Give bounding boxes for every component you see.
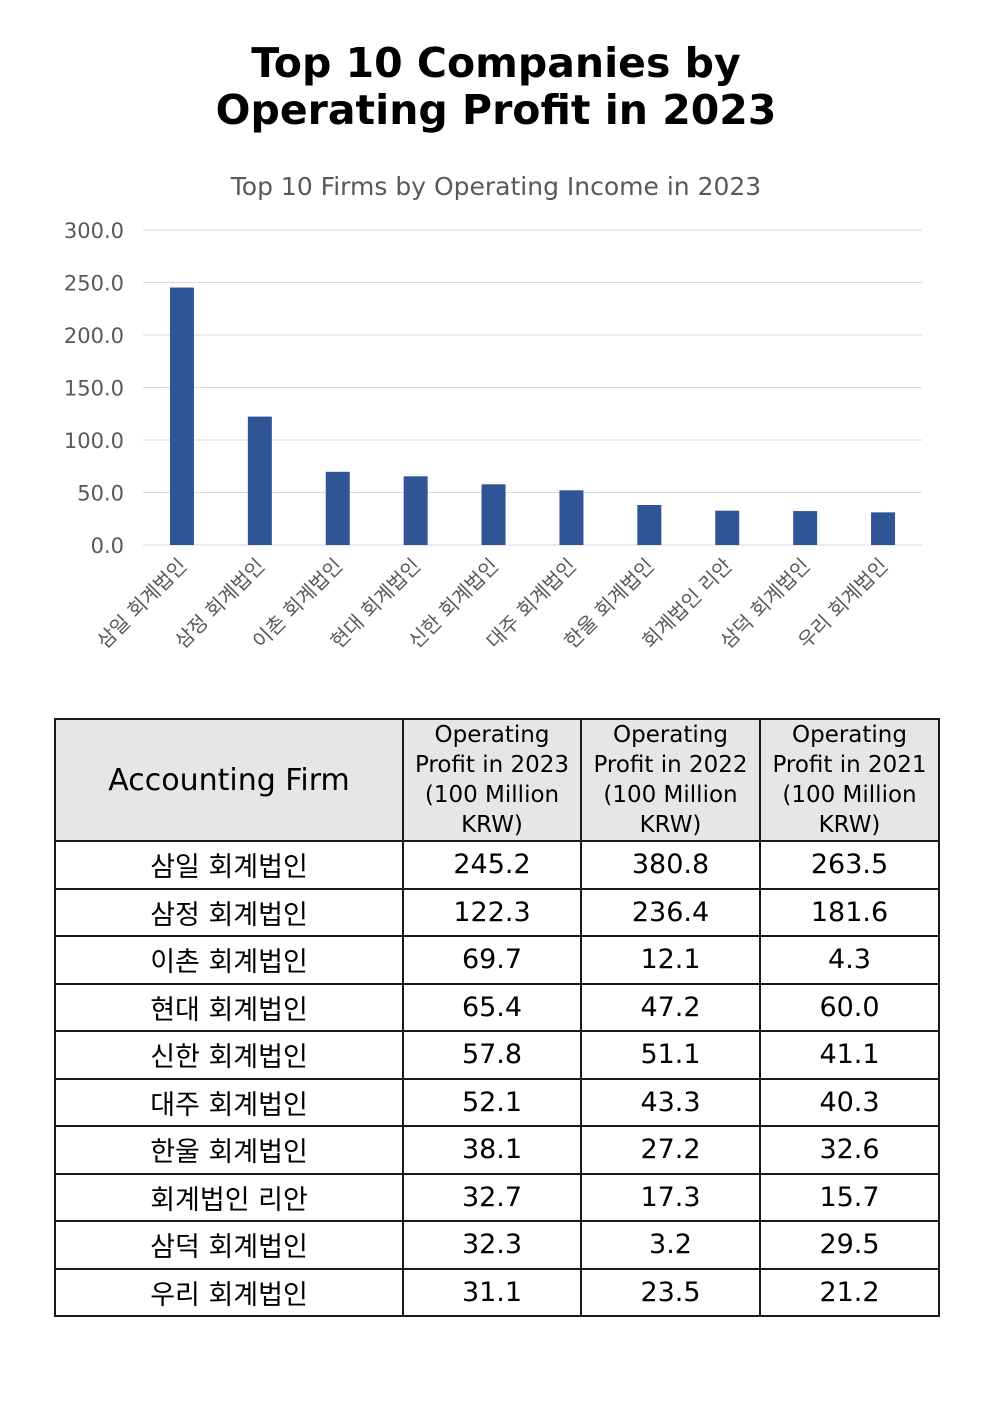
profit-2023-cell: 32.7 xyxy=(402,1172,582,1222)
profit-2023-cell: 69.7 xyxy=(402,935,582,985)
profit-2023-cell: 65.4 xyxy=(402,982,582,1032)
bar xyxy=(715,510,740,545)
bar xyxy=(481,484,506,545)
bar xyxy=(247,416,272,545)
profit-2021-cell: 21.2 xyxy=(759,1267,940,1317)
bar xyxy=(403,476,428,545)
table-row: 회계법인 리안 32.7 17.3 15.7 xyxy=(54,1172,940,1222)
firm-name-cell: 삼덕 회계법인 xyxy=(54,1220,404,1270)
profit-2021-cell: 263.5 xyxy=(759,840,940,890)
firm-name-cell: 삼정 회계법인 xyxy=(54,887,404,937)
profit-2023-cell: 245.2 xyxy=(402,840,582,890)
profit-2022-cell: 12.1 xyxy=(580,935,761,985)
header-profit-2021: Operating Profit in 2021 (100 Million KR… xyxy=(759,718,940,842)
bar xyxy=(793,511,818,545)
header-profit-2022: Operating Profit in 2022 (100 Million KR… xyxy=(580,718,761,842)
table-row: 삼정 회계법인 122.3 236.4 181.6 xyxy=(54,887,940,937)
y-tick-label: 150.0 xyxy=(64,377,124,401)
table-row: 현대 회계법인 65.4 47.2 60.0 xyxy=(54,982,940,1032)
profit-2021-cell: 32.6 xyxy=(759,1125,940,1175)
y-tick-label: 300.0 xyxy=(64,219,124,243)
profit-2021-cell: 40.3 xyxy=(759,1077,940,1127)
bar-chart: Top 10 Firms by Operating Income in 2023… xyxy=(64,172,922,653)
profit-2021-cell: 181.6 xyxy=(759,887,940,937)
y-tick-label: 200.0 xyxy=(64,324,124,348)
profit-2021-cell: 60.0 xyxy=(759,982,940,1032)
chart-title: Top 10 Firms by Operating Income in 2023 xyxy=(230,172,761,201)
table-row: 삼일 회계법인 245.2 380.8 263.5 xyxy=(54,840,940,890)
profit-2021-cell: 15.7 xyxy=(759,1172,940,1222)
profit-2023-cell: 52.1 xyxy=(402,1077,582,1127)
firm-name-cell: 우리 회계법인 xyxy=(54,1267,404,1317)
profit-2023-cell: 122.3 xyxy=(402,887,582,937)
header-profit-2023: Operating Profit in 2023 (100 Million KR… xyxy=(402,718,582,842)
table-row: 신한 회계법인 57.8 51.1 41.1 xyxy=(54,1030,940,1080)
profit-2022-cell: 27.2 xyxy=(580,1125,761,1175)
y-tick-label: 100.0 xyxy=(64,429,124,453)
profit-2022-cell: 51.1 xyxy=(580,1030,761,1080)
profit-2022-cell: 47.2 xyxy=(580,982,761,1032)
table-row: 우리 회계법인 31.1 23.5 21.2 xyxy=(54,1267,940,1317)
profit-2021-cell: 29.5 xyxy=(759,1220,940,1270)
firm-name-cell: 한울 회계법인 xyxy=(54,1125,404,1175)
table-row: 이촌 회계법인 69.7 12.1 4.3 xyxy=(54,935,940,985)
firm-name-cell: 현대 회계법인 xyxy=(54,982,404,1032)
profit-2023-cell: 57.8 xyxy=(402,1030,582,1080)
data-table: Accounting Firm Operating Profit in 2023… xyxy=(54,718,940,1317)
table-header-row: Accounting Firm Operating Profit in 2023… xyxy=(54,718,940,842)
profit-2022-cell: 23.5 xyxy=(580,1267,761,1317)
profit-2022-cell: 236.4 xyxy=(580,887,761,937)
profit-2022-cell: 43.3 xyxy=(580,1077,761,1127)
table-row: 삼덕 회계법인 32.3 3.2 29.5 xyxy=(54,1220,940,1270)
profit-2023-cell: 31.1 xyxy=(402,1267,582,1317)
firm-name-cell: 삼일 회계법인 xyxy=(54,840,404,890)
page-title: Top 10 Companies by Operating Profit in … xyxy=(215,39,777,134)
firm-name-cell: 회계법인 리안 xyxy=(54,1172,404,1222)
bar xyxy=(637,504,662,545)
profit-2023-cell: 38.1 xyxy=(402,1125,582,1175)
y-tick-label: 50.0 xyxy=(77,482,124,506)
bar xyxy=(559,490,584,545)
bar xyxy=(325,471,350,545)
profit-2022-cell: 17.3 xyxy=(580,1172,761,1222)
bar xyxy=(871,512,896,545)
profit-2021-cell: 41.1 xyxy=(759,1030,940,1080)
bar xyxy=(169,287,194,545)
profit-2022-cell: 380.8 xyxy=(580,840,761,890)
profit-2022-cell: 3.2 xyxy=(580,1220,761,1270)
y-tick-label: 250.0 xyxy=(64,272,124,296)
table-row: 한울 회계법인 38.1 27.2 32.6 xyxy=(54,1125,940,1175)
firm-name-cell: 대주 회계법인 xyxy=(54,1077,404,1127)
firm-name-cell: 신한 회계법인 xyxy=(54,1030,404,1080)
firm-name-cell: 이촌 회계법인 xyxy=(54,935,404,985)
profit-2023-cell: 32.3 xyxy=(402,1220,582,1270)
header-accounting-firm: Accounting Firm xyxy=(54,718,404,842)
profit-2021-cell: 4.3 xyxy=(759,935,940,985)
y-tick-label: 0.0 xyxy=(91,534,124,558)
table-row: 대주 회계법인 52.1 43.3 40.3 xyxy=(54,1077,940,1127)
